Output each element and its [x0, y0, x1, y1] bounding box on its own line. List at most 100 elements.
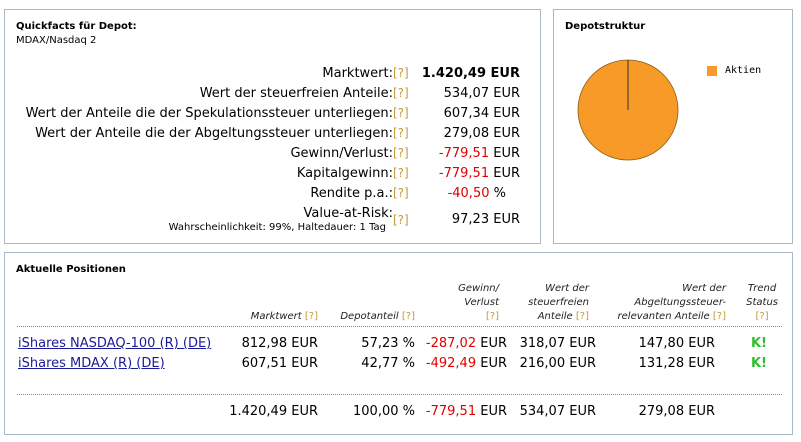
var-note: Wahrscheinlichkeit: 99%, Haltedauer: 1 T…	[168, 222, 386, 233]
depotstruktur-panel: Depotstruktur Aktien	[553, 9, 793, 244]
qf-value: -40,50 %	[448, 186, 506, 201]
negative-amount: -492,49	[425, 356, 477, 371]
help-link[interactable]: [?]	[485, 311, 499, 322]
total-steuerfrei: 534,07 EUR	[519, 404, 596, 419]
qf-row-rendite: Rendite p.a.: [?] -40,50 %	[5, 186, 542, 206]
col-header-marktwert: Marktwert [?]	[251, 310, 318, 324]
negative-amount: -287,02	[425, 336, 477, 351]
qf-label: Rendite p.a.:	[310, 186, 393, 201]
qf-row-gewinn: Gewinn/Verlust: [?] -779,51 EUR	[5, 146, 542, 166]
col-header-label: Verlust	[464, 297, 499, 308]
legend-swatch-aktien	[707, 66, 717, 76]
qf-value: -779,51 EUR	[439, 166, 520, 181]
cell-steuerfrei: 318,07 EUR	[519, 336, 596, 351]
depot-name: MDAX/Nasdaq 2	[16, 35, 97, 46]
col-header-label: relevanten Anteile [?]	[618, 310, 726, 324]
col-header-label-part: relevanten Anteile	[617, 311, 710, 322]
qf-value: 534,07 EUR	[443, 86, 520, 101]
total-anteil: 100,00 %	[353, 404, 415, 419]
legend-label-aktien: Aktien	[725, 65, 762, 76]
help-link[interactable]: [?]	[575, 311, 589, 322]
col-header-label: Marktwert	[250, 311, 302, 322]
depotstruktur-title: Depotstruktur	[565, 21, 646, 32]
trend-status[interactable]: K!	[750, 336, 767, 351]
unit: EUR	[480, 336, 507, 351]
col-header-label: Depotanteil	[340, 311, 399, 322]
pie-chart	[577, 59, 679, 161]
unit: %	[493, 186, 506, 201]
help-link[interactable]: [?]	[393, 126, 409, 140]
qf-value: 607,34 EUR	[443, 106, 520, 121]
qf-label: Value-at-Risk:	[303, 206, 393, 221]
cell-anteil: 57,23 %	[361, 336, 415, 351]
unit: EUR	[480, 356, 507, 371]
col-header-label: Gewinn/	[458, 283, 499, 294]
total-marktwert: 1.420,49 EUR	[229, 404, 318, 419]
position-link[interactable]: iShares MDAX (R) (DE)	[18, 356, 165, 371]
negative-amount: -40,50	[447, 186, 490, 201]
negative-amount: -779,51	[438, 166, 490, 181]
col-header-label: Wert der	[682, 283, 726, 294]
qf-row-var: Value-at-Risk: [?] 97,23 EUR	[5, 206, 542, 227]
qf-row-steuerfrei: Wert der steuerfreien Anteile: [?] 534,0…	[5, 86, 542, 106]
qf-label: Gewinn/Verlust:	[290, 146, 393, 161]
position-link[interactable]: iShares NASDAQ-100 (R) (DE)	[18, 336, 212, 351]
quickfacts-title: Quickfacts für Depot:	[16, 21, 137, 32]
qf-value: 279,08 EUR	[443, 126, 520, 141]
help-link[interactable]: [?]	[401, 311, 415, 322]
cell-gewinn: -492,49 EUR	[426, 356, 507, 371]
col-header-label: Status	[746, 297, 778, 308]
help-link[interactable]: [?]	[712, 311, 726, 322]
unit: EUR	[493, 166, 520, 181]
cell-abgeltung: 147,80 EUR	[638, 336, 715, 351]
help-link[interactable]: [?]	[393, 146, 409, 160]
col-header-label-part: Anteile	[537, 311, 573, 322]
cell-anteil: 42,77 %	[361, 356, 415, 371]
total-abgeltung: 279,08 EUR	[638, 404, 715, 419]
cell-abgeltung: 131,28 EUR	[638, 356, 715, 371]
qf-label: Marktwert:	[322, 66, 393, 81]
help-link[interactable]: [?]	[393, 213, 409, 227]
totals-divider	[17, 394, 782, 395]
col-header-depotanteil: Depotanteil [?]	[340, 310, 415, 324]
col-header-label: Trend	[747, 283, 777, 294]
total-gewinn: -779,51 EUR	[426, 404, 507, 419]
negative-amount: -779,51	[438, 146, 490, 161]
help-link[interactable]: [?]	[393, 166, 409, 180]
unit: EUR	[480, 404, 507, 419]
qf-label: Wert der Anteile die der Spekulationsste…	[25, 106, 393, 121]
col-header-label: Anteile [?]	[528, 310, 589, 324]
qf-row-marktwert: Marktwert: [?] 1.420,49 EUR	[5, 66, 542, 86]
cell-steuerfrei: 216,00 EUR	[519, 356, 596, 371]
help-link[interactable]: [?]	[755, 311, 769, 322]
col-header-abgeltung: Wert der Abgeltungssteuer- relevanten An…	[618, 282, 726, 324]
col-header-label: Abgeltungssteuer-	[634, 297, 726, 308]
negative-amount: -779,51	[425, 404, 477, 419]
col-header-trend: Trend Status [?]	[746, 282, 778, 324]
help-link[interactable]: [?]	[393, 66, 409, 80]
qf-row-abgeltung: Wert der Anteile die der Abgeltungssteue…	[5, 126, 542, 146]
qf-row-kapitalgewinn: Kapitalgewinn: [?] -779,51 EUR	[5, 166, 542, 186]
help-link[interactable]: [?]	[304, 311, 318, 322]
col-header-label: steuerfreien	[528, 297, 589, 308]
cell-gewinn: -287,02 EUR	[426, 336, 507, 351]
qf-value: -779,51 EUR	[439, 146, 520, 161]
col-header-label: Wert der	[545, 283, 589, 294]
help-link[interactable]: [?]	[393, 106, 409, 120]
help-link[interactable]: [?]	[393, 186, 409, 200]
qf-label: Wert der steuerfreien Anteile:	[199, 86, 393, 101]
qf-row-spekulation: Wert der Anteile die der Spekulationsste…	[5, 106, 542, 126]
cell-marktwert: 607,51 EUR	[241, 356, 318, 371]
trend-status[interactable]: K!	[750, 356, 767, 371]
qf-label: Kapitalgewinn:	[296, 166, 393, 181]
qf-value: 97,23 EUR	[451, 212, 520, 227]
cell-marktwert: 812,98 EUR	[241, 336, 318, 351]
qf-label: Wert der Anteile die der Abgeltungssteue…	[35, 126, 393, 141]
unit: EUR	[493, 146, 520, 161]
col-header-steuerfrei: Wert der steuerfreien Anteile [?]	[528, 282, 589, 324]
quickfacts-panel: Quickfacts für Depot: MDAX/Nasdaq 2 Mark…	[4, 9, 541, 244]
header-divider	[17, 326, 782, 327]
qf-value: 1.420,49 EUR	[421, 66, 520, 81]
col-header-gewinn: Gewinn/ Verlust [?]	[458, 282, 499, 324]
help-link[interactable]: [?]	[393, 86, 409, 100]
